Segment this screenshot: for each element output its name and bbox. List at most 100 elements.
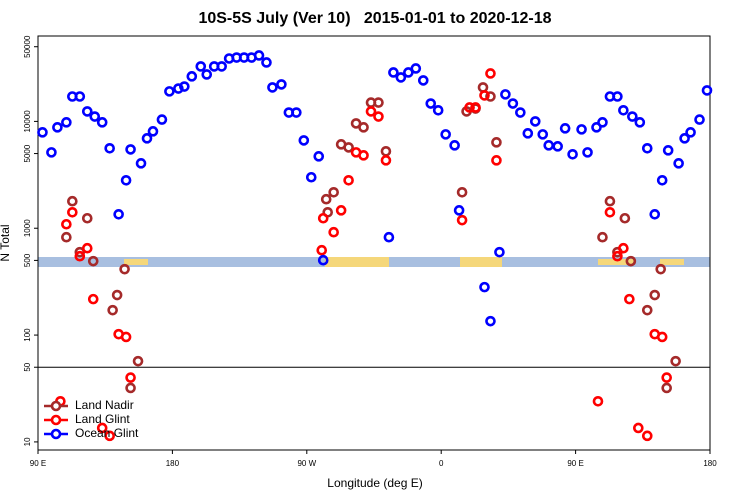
x-tick-label: 0 — [439, 459, 444, 468]
plot-frame — [37, 35, 711, 451]
point — [316, 244, 328, 256]
point — [132, 355, 144, 367]
point — [701, 85, 713, 96]
point — [529, 116, 541, 127]
point — [619, 212, 631, 224]
point — [641, 143, 653, 154]
y-tick-label: 5000 — [23, 144, 32, 162]
series — [37, 50, 713, 327]
point — [313, 151, 325, 162]
point — [440, 129, 451, 140]
point — [305, 171, 317, 183]
point — [656, 174, 668, 186]
point — [522, 128, 534, 139]
point — [649, 209, 661, 220]
point — [670, 355, 681, 367]
point — [559, 123, 571, 134]
point — [52, 122, 63, 133]
point — [125, 382, 136, 394]
point — [343, 142, 354, 153]
point — [87, 255, 99, 267]
point — [61, 117, 72, 128]
point — [96, 422, 108, 434]
point — [485, 315, 496, 327]
point — [618, 242, 629, 254]
y-tick-label: 10000 — [23, 110, 32, 133]
point — [515, 107, 526, 118]
point — [120, 331, 132, 343]
point — [388, 67, 399, 78]
point — [373, 97, 384, 108]
point — [591, 122, 602, 133]
legend-label: Land Glint — [75, 412, 130, 426]
point — [685, 127, 696, 138]
point — [328, 186, 339, 198]
point — [656, 331, 668, 343]
point — [661, 372, 672, 383]
point — [358, 122, 369, 133]
point — [104, 143, 115, 154]
point — [81, 106, 93, 117]
point — [67, 195, 78, 207]
point — [679, 133, 690, 144]
point — [500, 89, 511, 100]
point — [417, 75, 429, 86]
point — [649, 289, 661, 301]
point — [125, 144, 136, 155]
point — [625, 255, 637, 267]
point — [253, 50, 265, 61]
point — [74, 91, 86, 102]
point — [195, 61, 207, 72]
x-tick-label: 90 E — [567, 459, 583, 468]
point — [380, 155, 392, 166]
point — [87, 293, 99, 305]
point — [552, 141, 563, 152]
point — [111, 289, 123, 301]
point — [135, 158, 147, 169]
legend-label: Land Nadir — [75, 398, 134, 412]
point — [37, 127, 48, 138]
point — [67, 206, 78, 218]
point — [81, 242, 93, 254]
point — [494, 246, 505, 258]
point — [491, 155, 502, 166]
point — [81, 212, 93, 224]
point — [612, 91, 623, 102]
point — [618, 105, 629, 116]
point — [456, 214, 468, 226]
x-axis-title: Longitude (deg E) — [327, 476, 422, 490]
point — [317, 212, 329, 224]
point — [592, 395, 604, 407]
point — [694, 114, 705, 125]
y-tick-label: 50 — [23, 362, 32, 371]
point — [449, 140, 460, 151]
point — [453, 205, 465, 216]
point — [641, 430, 653, 442]
point — [641, 304, 653, 316]
x-tick-label: 180 — [166, 459, 180, 468]
legend-label: Ocean Glint — [75, 426, 139, 440]
point — [425, 98, 437, 109]
point — [479, 281, 490, 293]
y-tick-label: 500 — [23, 253, 32, 267]
point — [61, 218, 72, 230]
point — [276, 79, 287, 90]
point — [46, 147, 57, 158]
point — [61, 231, 72, 243]
legend-marker — [50, 428, 62, 440]
point — [74, 250, 86, 262]
point — [328, 226, 339, 238]
y-tick-label: 1000 — [23, 219, 32, 237]
point — [179, 81, 190, 92]
point — [120, 174, 132, 186]
point — [335, 205, 347, 216]
point — [164, 86, 175, 97]
point — [567, 149, 578, 160]
point — [477, 82, 489, 93]
point — [298, 135, 310, 146]
point — [432, 105, 444, 116]
point — [125, 372, 136, 383]
point — [582, 147, 593, 158]
point — [291, 107, 302, 118]
